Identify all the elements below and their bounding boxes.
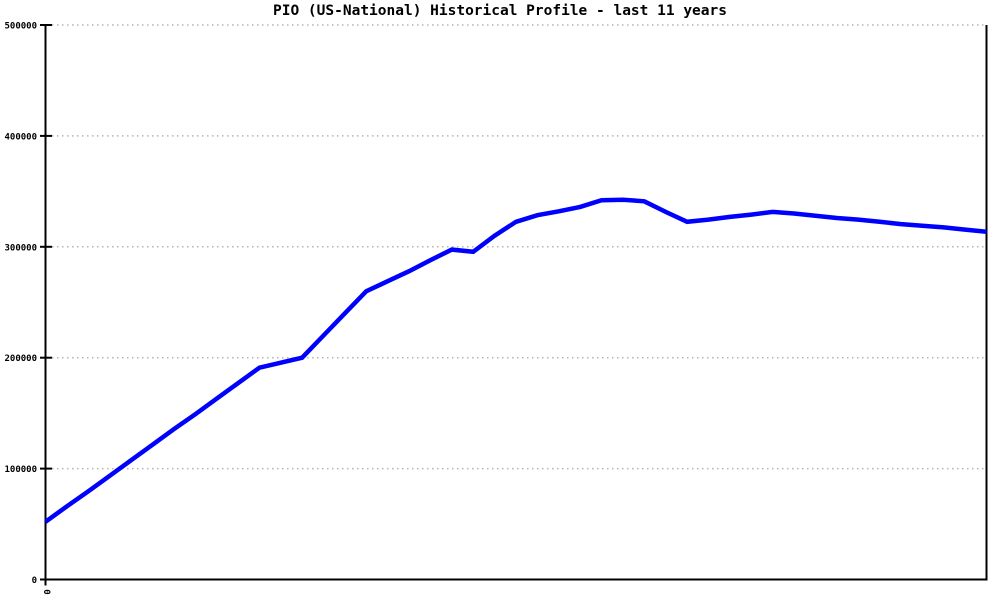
y-tick-label: 400000 [4,132,37,142]
chart-title: PIO (US-National) Historical Profile - l… [273,3,727,19]
y-tick-label: 300000 [4,243,37,253]
data-line [44,197,987,524]
y-tick-label: 500000 [4,22,37,32]
y-tick-label: 200000 [4,354,37,364]
y-tick-label: 0 [32,576,37,586]
x-tick-label: 0 [41,589,51,594]
y-tick-label: 100000 [4,465,37,475]
